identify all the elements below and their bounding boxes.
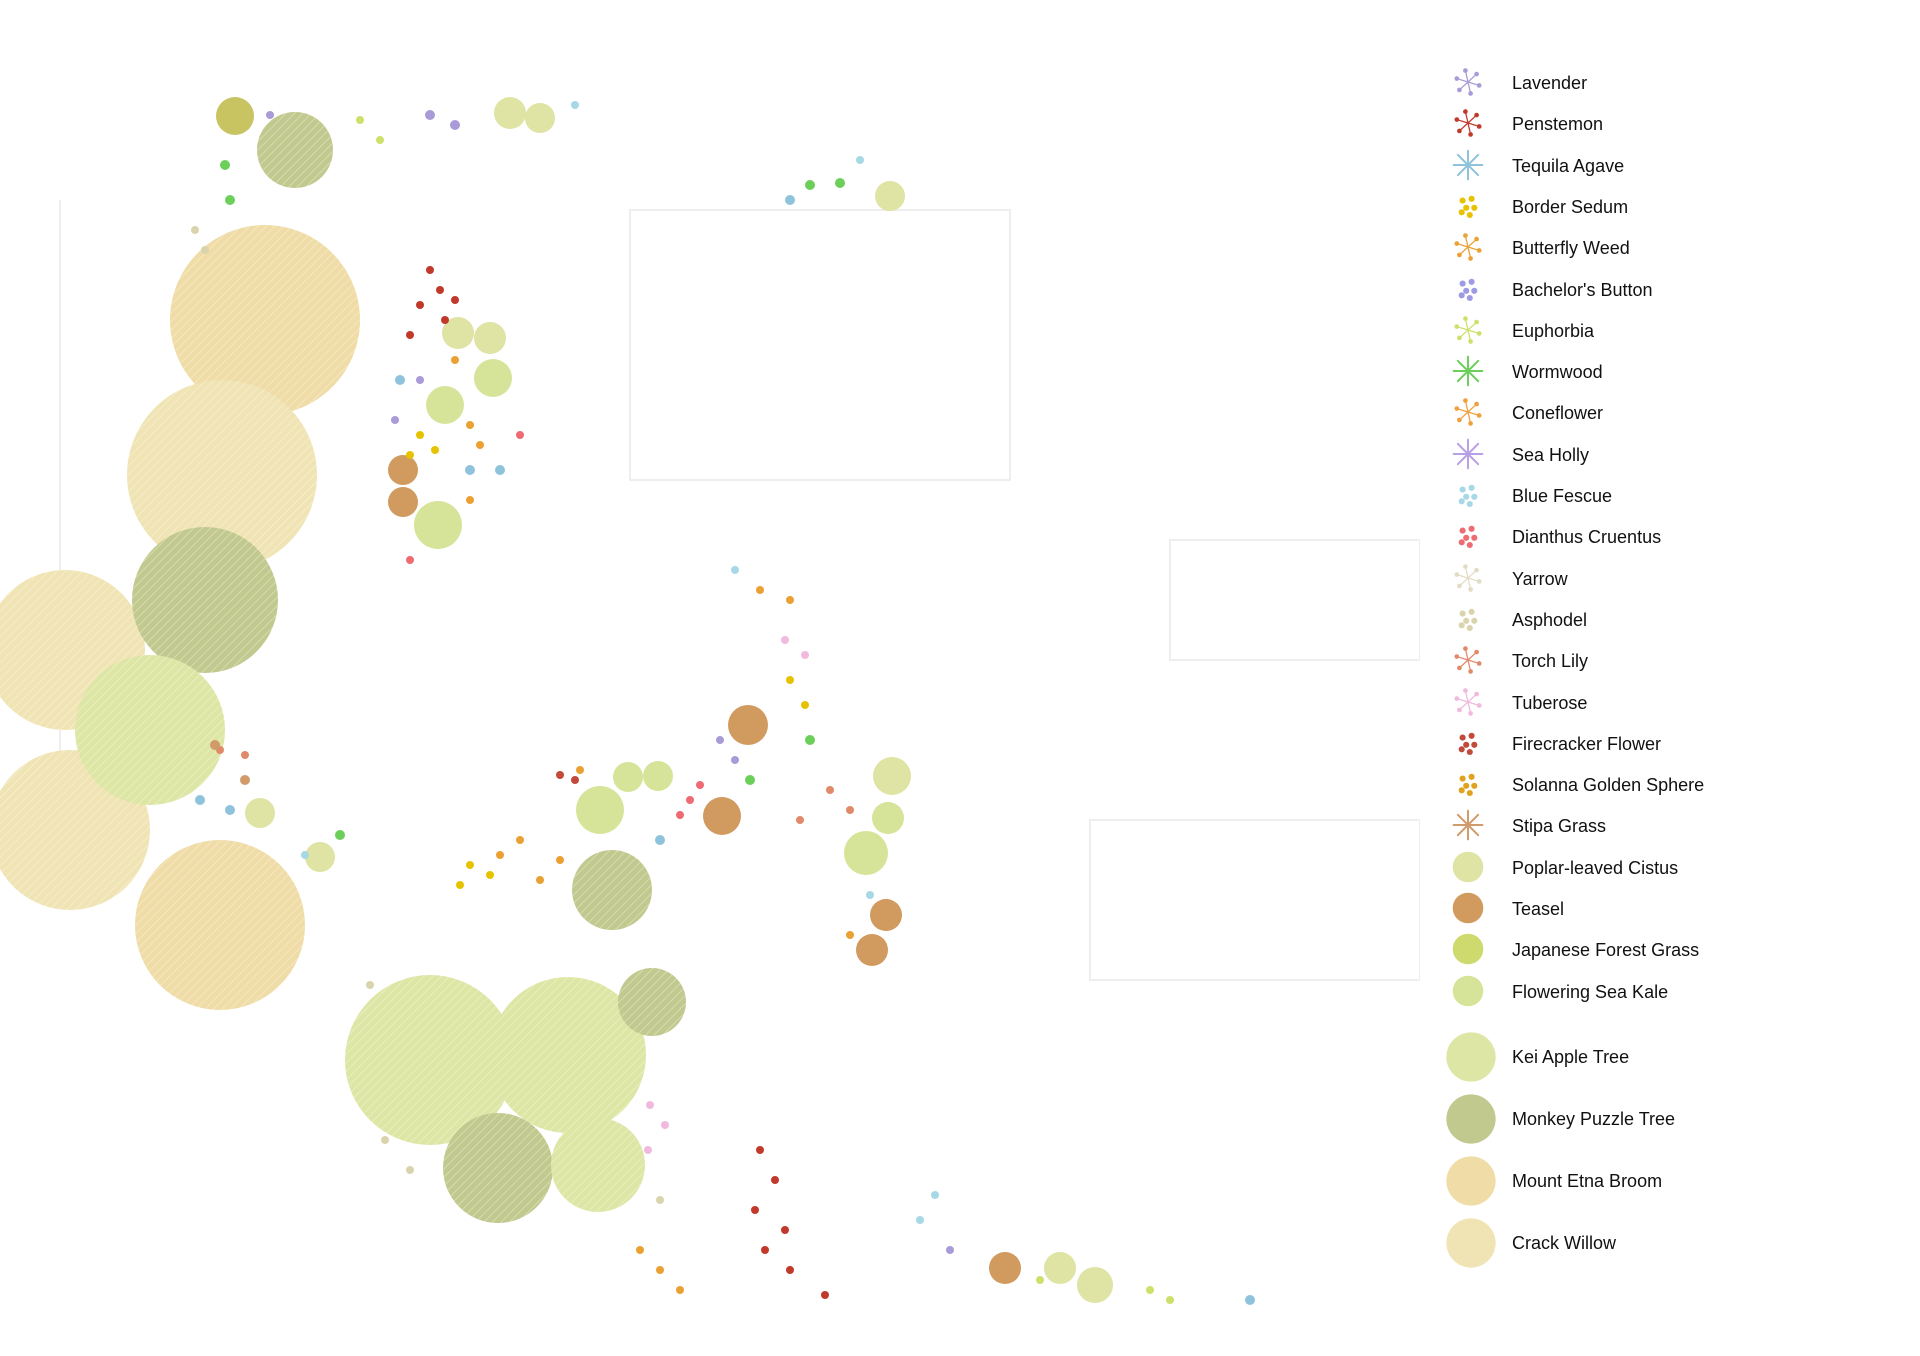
butterfly-weed-icon <box>1454 233 1482 261</box>
firecracker-flower-icon <box>1458 732 1478 755</box>
mount-etna-broom-icon <box>1446 1156 1496 1206</box>
legend-label: Penstemon <box>1512 114 1604 135</box>
yarrow-icon <box>1454 563 1482 592</box>
legend-label: Border Sedum <box>1512 196 1629 217</box>
legend-label: Bachelor's Button <box>1512 279 1653 300</box>
legend-label: Flowering Sea Kale <box>1512 981 1669 1002</box>
legend-label: Teasel <box>1512 899 1565 919</box>
legend-label: Tuberose <box>1512 692 1588 713</box>
tree-canopies-left <box>0 225 360 1010</box>
planting-plan <box>0 97 1420 1305</box>
legend-item: Penstemon <box>1440 109 1900 154</box>
legend-item: Yarrow <box>1440 563 1900 609</box>
legend-item: Solanna Golden Sphere <box>1440 773 1900 815</box>
teasel-icon <box>1452 892 1484 924</box>
central-shrubs <box>245 317 1113 1303</box>
asphodel-icon <box>1458 608 1478 631</box>
legend-item: Border Sedum <box>1440 195 1900 237</box>
tuberose-icon <box>1454 687 1482 716</box>
legend-label: Mount Etna Broom <box>1512 1170 1663 1191</box>
tree-canopies-bottom <box>345 968 686 1223</box>
crack-willow-icon <box>1446 1218 1496 1268</box>
torch-lily-icon <box>1454 646 1482 674</box>
legend-label: Euphorbia <box>1512 320 1595 341</box>
legend-item: Mount Etna Broom <box>1440 1156 1900 1220</box>
legend-item: Dianthus Cruentus <box>1440 526 1900 567</box>
penstemon-icon <box>1454 109 1482 138</box>
legend-item: Monkey Puzzle Tree <box>1440 1094 1900 1158</box>
kei-apple-tree-icon <box>1446 1032 1496 1082</box>
legend-label: Tequila Agave <box>1512 155 1625 176</box>
solanna-golden-sphere-icon <box>1458 773 1478 797</box>
legend-label: Lavender <box>1512 73 1588 93</box>
legend-label: Wormwood <box>1512 362 1603 383</box>
coneflower-icon <box>1454 398 1482 427</box>
legend-label: Blue Fescue <box>1512 486 1613 506</box>
legend-item: Torch Lily <box>1440 646 1900 691</box>
legend-item: Blue Fescue <box>1440 484 1900 526</box>
legend-item: Stipa Grass <box>1440 810 1900 856</box>
legend-label: Coneflower <box>1512 403 1604 424</box>
poplar-leaved-cistus-icon <box>1452 851 1484 882</box>
legend-item: Tuberose <box>1440 687 1900 733</box>
legend-label: Dianthus Cruentus <box>1512 527 1662 548</box>
legend-item: Kei Apple Tree <box>1440 1032 1900 1096</box>
legend-label: Firecracker Flower <box>1512 733 1662 754</box>
legend-label: Asphodel <box>1512 609 1588 630</box>
blue-fescue-icon <box>1458 484 1478 508</box>
legend-label: Butterfly Weed <box>1512 238 1630 259</box>
legend-label: Monkey Puzzle Tree <box>1512 1108 1676 1129</box>
euphorbia-icon <box>1454 316 1482 344</box>
legend-label: Japanese Forest Grass <box>1512 940 1700 961</box>
legend-label: Crack Willow <box>1512 1232 1617 1253</box>
legend-label: Stipa Grass <box>1512 816 1607 837</box>
legend-item: Flowering Sea Kale <box>1440 975 1900 1022</box>
stipa-grass-icon <box>1452 810 1484 841</box>
monkey-puzzle-tree-icon <box>1446 1094 1496 1144</box>
wormwood-icon <box>1452 355 1484 387</box>
legend-item: Butterfly Weed <box>1440 233 1900 278</box>
flowering-sea-kale-icon <box>1452 975 1484 1006</box>
legend-label: Kei Apple Tree <box>1512 1046 1630 1067</box>
legend-item: Japanese Forest Grass <box>1440 933 1900 980</box>
tequila-agave-icon <box>1452 149 1484 180</box>
legend-item: Crack Willow <box>1440 1218 1900 1282</box>
legend-item: Teasel <box>1440 892 1900 939</box>
legend-item: Firecracker Flower <box>1440 732 1900 774</box>
legend-label: Sea Holly <box>1512 444 1590 465</box>
dianthus-cruentus-icon <box>1458 526 1478 549</box>
bachelors-button-icon <box>1458 278 1478 301</box>
legend-item: Bachelor's Button <box>1440 278 1900 320</box>
sea-holly-icon <box>1452 438 1484 470</box>
border-sedum-icon <box>1458 195 1478 218</box>
legend-label: Poplar-leaved Cistus <box>1512 857 1679 878</box>
legend-item: Asphodel <box>1440 608 1900 650</box>
legend-item: Euphorbia <box>1440 316 1900 361</box>
legend-label: Torch Lily <box>1512 651 1589 672</box>
legend-item: Tequila Agave <box>1440 149 1900 196</box>
legend-label: Yarrow <box>1512 568 1568 589</box>
legend-item: Sea Holly <box>1440 438 1900 485</box>
legend-item: Poplar-leaved Cistus <box>1440 851 1900 898</box>
lavender-icon <box>1454 68 1482 96</box>
legend-item: Coneflower <box>1440 398 1900 443</box>
legend-item: Lavender <box>1440 68 1900 113</box>
plant-legend: Lavender Penstemon Tequila Agave Border Sed… <box>1440 68 1900 1312</box>
japanese-forest-grass-icon <box>1452 933 1484 965</box>
perennial-clusters <box>191 101 1255 1305</box>
legend-label: Solanna Golden Sphere <box>1512 775 1705 796</box>
top-planting-strip <box>216 97 905 211</box>
legend-item: Wormwood <box>1440 355 1900 402</box>
